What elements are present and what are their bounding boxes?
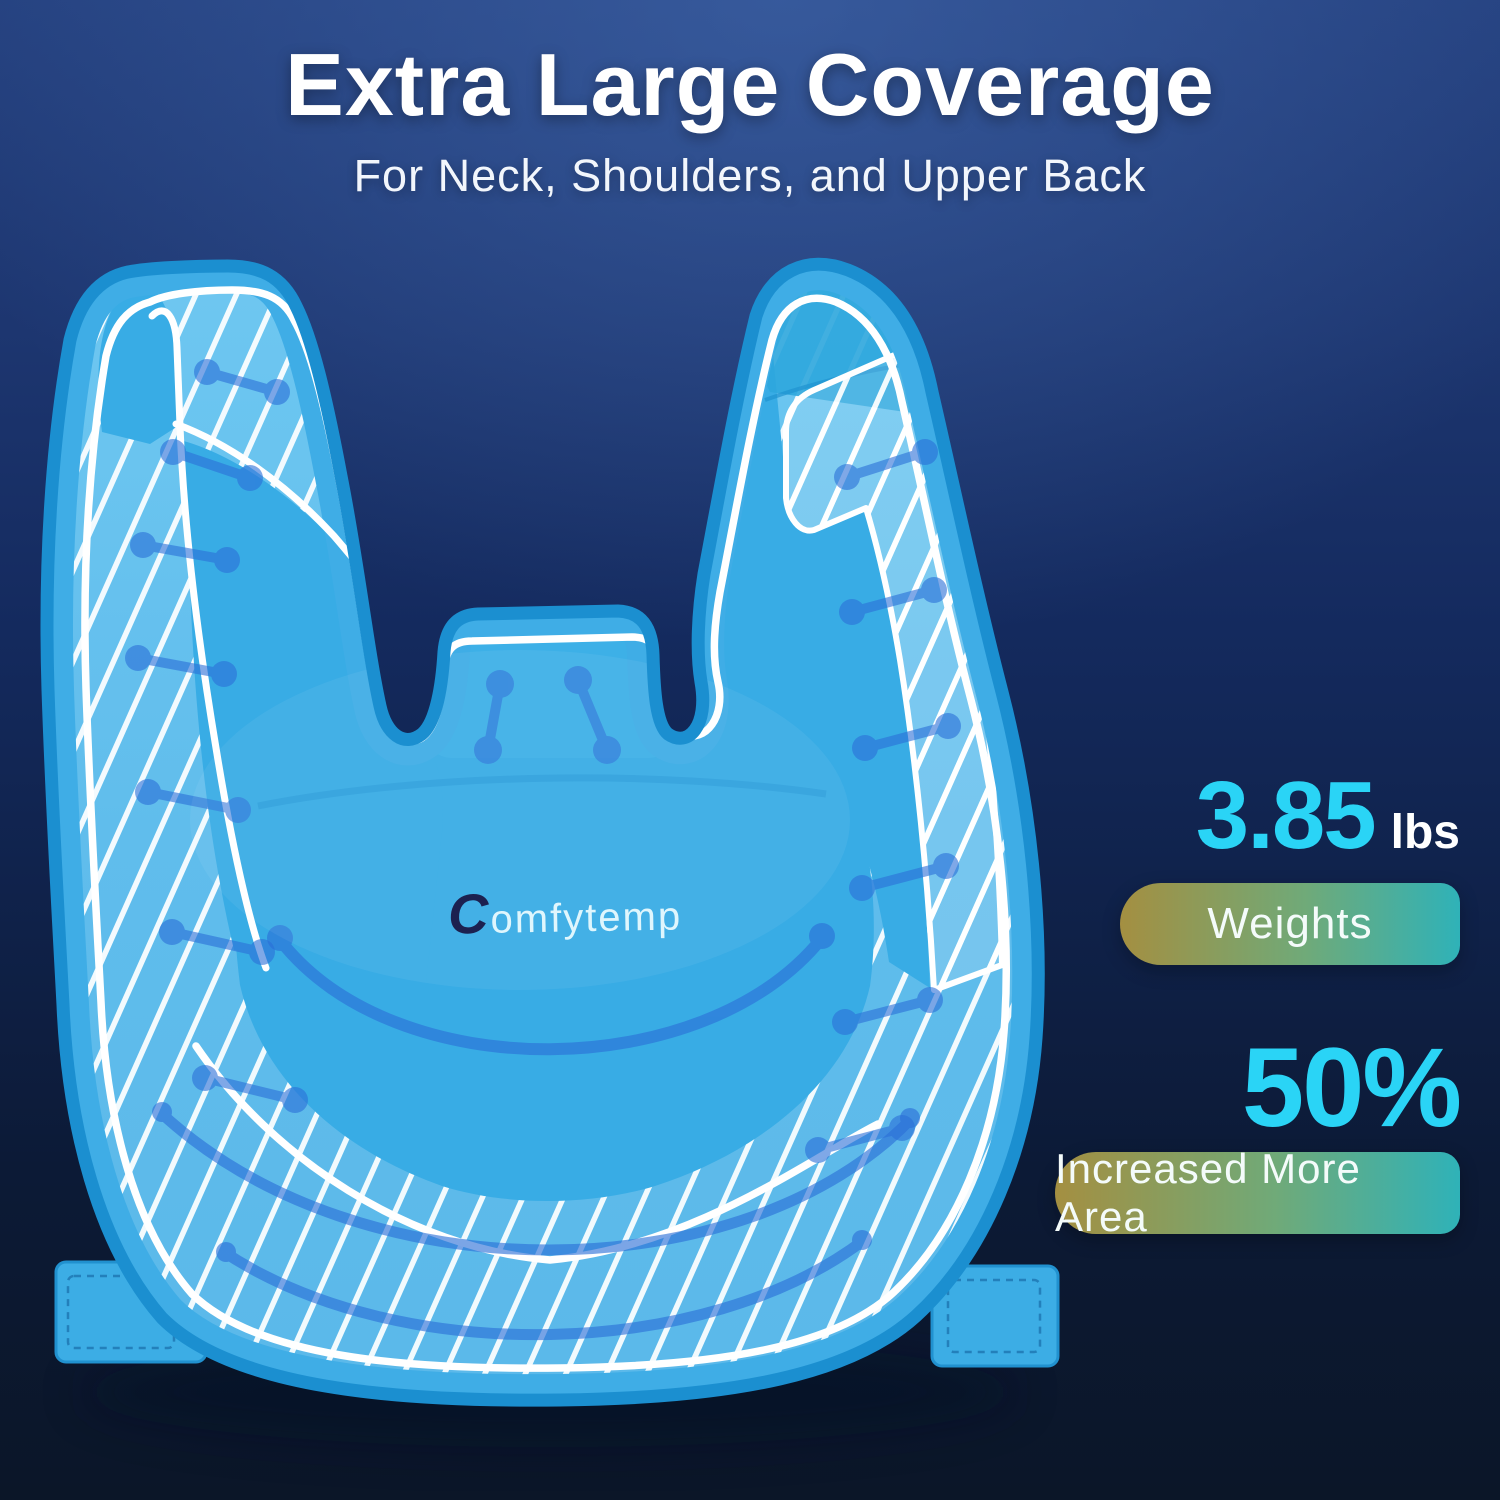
coverage-label-pill: Increased More Area xyxy=(1055,1145,1460,1240)
coverage-stat: 50% xyxy=(1241,1025,1462,1150)
coverage-value: 50% xyxy=(1241,1025,1462,1150)
page-title: Extra Large Coverage xyxy=(285,35,1215,134)
left-arm-panel-line xyxy=(148,307,270,972)
brand-logo: Comfytemp xyxy=(447,881,683,946)
right-arm-clear-band xyxy=(719,344,930,988)
weight-label-pill: Weights xyxy=(1120,883,1460,965)
gel-tube-arcs xyxy=(152,923,920,1341)
coverage-label: Increased More Area xyxy=(1055,1145,1361,1240)
page-subtitle: For Neck, Shoulders, and Upper Back xyxy=(353,150,1147,201)
weight-label: Weights xyxy=(1207,899,1373,948)
right-strap-tab xyxy=(930,1264,1060,1368)
center-zone-outline xyxy=(192,1042,882,1264)
left-arm-clear-band xyxy=(180,440,444,1002)
gel-dumbbells xyxy=(125,359,961,1163)
weight-unit: lbs xyxy=(1390,806,1460,859)
flap-crease xyxy=(257,774,827,810)
weight-value: 3.85 xyxy=(1195,762,1377,869)
edge-binding xyxy=(40,257,1045,1407)
weight-stat: 3.85 lbs xyxy=(1196,768,1460,864)
